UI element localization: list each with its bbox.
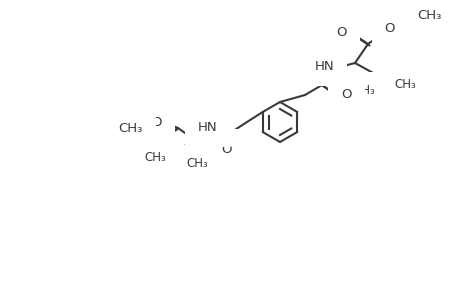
Text: O: O — [151, 128, 162, 142]
Text: CH₃: CH₃ — [416, 8, 441, 22]
Text: O: O — [336, 26, 346, 38]
Text: O: O — [340, 88, 351, 100]
Text: CH₃: CH₃ — [185, 157, 207, 169]
Text: HN: HN — [313, 59, 333, 73]
Text: O: O — [151, 116, 162, 128]
Text: CH₃: CH₃ — [393, 77, 415, 91]
Text: O: O — [384, 22, 394, 34]
Text: CH₃: CH₃ — [118, 122, 143, 134]
Text: CH₃: CH₃ — [144, 151, 166, 164]
Text: HN: HN — [198, 121, 218, 134]
Text: O: O — [221, 142, 232, 155]
Text: CH₃: CH₃ — [353, 83, 374, 97]
